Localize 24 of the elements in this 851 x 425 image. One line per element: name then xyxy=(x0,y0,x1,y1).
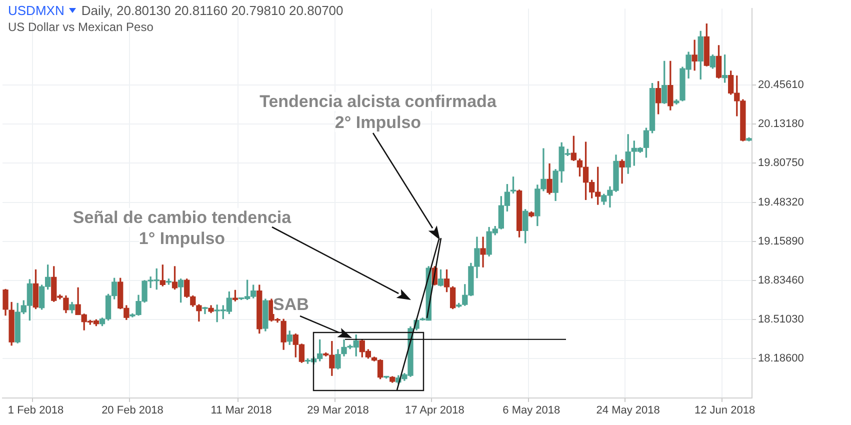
y-tick-label: 19.48320 xyxy=(758,196,804,208)
y-tick-label: 20.13180 xyxy=(758,118,804,130)
x-tick-label: 1 Feb 2018 xyxy=(8,404,64,417)
y-tick-label: 18.51030 xyxy=(758,314,804,326)
x-tick-label: 12 Jun 2018 xyxy=(694,404,756,417)
text: US Dollar vs Mexican Peso xyxy=(8,20,154,34)
x-tick-label: 24 May 2018 xyxy=(596,404,660,417)
annotation: Tendencia alcista confirmada 2° Impulso xyxy=(260,92,496,132)
y-tick-label: 18.83460 xyxy=(758,274,804,287)
candlestick xyxy=(480,236,486,268)
y-tick-label: 18.18600 xyxy=(758,352,804,365)
candlestick xyxy=(692,40,698,71)
x-tick-label: 20 Feb 2018 xyxy=(102,404,164,417)
x-tick-label: 6 May 2018 xyxy=(502,404,560,417)
annotation: Daily, 20.80130 20.81160 20.79810 20.80700 xyxy=(81,3,344,18)
x-tick-label: 29 Mar 2018 xyxy=(307,404,369,417)
y-tick-label: 19.80750 xyxy=(758,157,804,170)
chart-title: USDMXN xyxy=(8,3,64,18)
annotation: Señal de cambio tendencia 1° Impulso xyxy=(72,208,292,248)
y-tick-label: 20.45610 xyxy=(758,79,804,92)
x-tick-label: 17 Apr 2018 xyxy=(405,404,464,417)
y-tick-label: 19.15890 xyxy=(758,235,804,248)
x-tick-label: 11 Mar 2018 xyxy=(210,404,272,417)
annotation: SAB xyxy=(273,295,309,314)
